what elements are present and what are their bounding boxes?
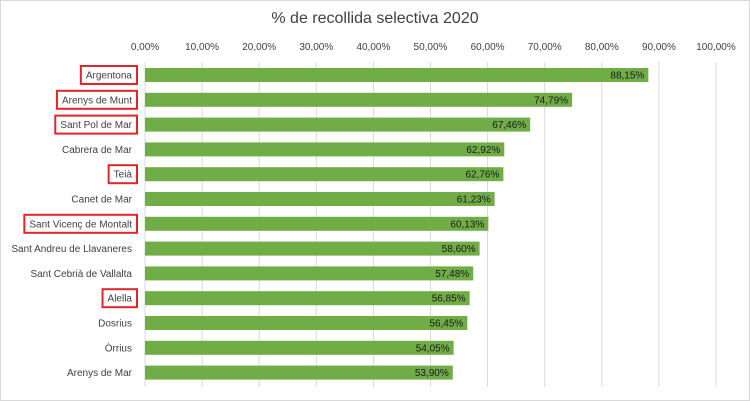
bar (145, 92, 573, 107)
x-tick-label: 30,00% (299, 42, 333, 53)
category-label: Arenys de Munt (62, 95, 132, 106)
data-label: 56,45% (429, 319, 463, 330)
data-label: 58,60% (442, 244, 476, 255)
bar (145, 340, 454, 355)
data-label: 62,76% (465, 170, 499, 181)
highlight-box (55, 89, 138, 110)
x-tick-label: 70,00% (528, 42, 562, 53)
highlight-box (107, 164, 138, 185)
category-label: Teià (114, 170, 133, 181)
category-label: Canet de Mar (71, 195, 132, 206)
category-label: Argentona (86, 71, 133, 82)
category-label: Òrrius (105, 341, 132, 354)
data-label: 53,90% (415, 368, 449, 379)
bar (145, 117, 531, 132)
x-tick-label: 60,00% (471, 42, 505, 53)
data-label: 88,15% (610, 71, 644, 82)
bar (145, 192, 495, 206)
x-tick-label: 10,00% (185, 42, 219, 53)
data-label: 57,48% (435, 269, 469, 280)
data-label: 60,13% (450, 219, 484, 230)
x-tick-label: 50,00% (414, 42, 448, 53)
bar (145, 266, 474, 281)
category-label: Arenys de Mar (67, 368, 133, 379)
bar (145, 142, 505, 157)
x-tick-label: 100,00% (696, 42, 736, 53)
category-label: Alella (108, 294, 133, 305)
bar (145, 241, 480, 256)
chart-title: % de recollida selectiva 2020 (271, 10, 479, 27)
highlight-box (79, 65, 138, 85)
data-label: 74,79% (534, 95, 568, 106)
highlight-box (101, 288, 138, 309)
x-tick-label: 40,00% (356, 42, 390, 53)
category-label: Cabrera de Mar (62, 145, 133, 156)
data-label: 67,46% (492, 120, 526, 131)
category-label: Sant Andreu de Llavaneres (11, 244, 132, 255)
x-tick-label: 0,00% (131, 42, 159, 53)
category-label: Dosrius (98, 319, 132, 330)
bar (145, 365, 453, 380)
highlight-box (54, 114, 138, 135)
bar (145, 291, 470, 306)
bar (145, 68, 649, 82)
bar (145, 167, 504, 182)
bar (145, 216, 489, 231)
x-tick-label: 20,00% (242, 42, 276, 53)
x-tick-label: 90,00% (642, 42, 676, 53)
data-label: 56,85% (432, 294, 466, 305)
highlight-box (23, 213, 138, 234)
x-tick-label: 80,00% (585, 42, 619, 53)
category-label: Sant Pol de Mar (60, 120, 132, 131)
data-label: 61,23% (457, 195, 491, 206)
category-label: Sant Cebrià de Vallalta (30, 269, 132, 280)
bar (145, 316, 468, 330)
data-label: 54,05% (416, 343, 450, 354)
category-label: Sant Vicenç de Montalt (29, 219, 132, 230)
data-label: 62,92% (466, 145, 500, 156)
